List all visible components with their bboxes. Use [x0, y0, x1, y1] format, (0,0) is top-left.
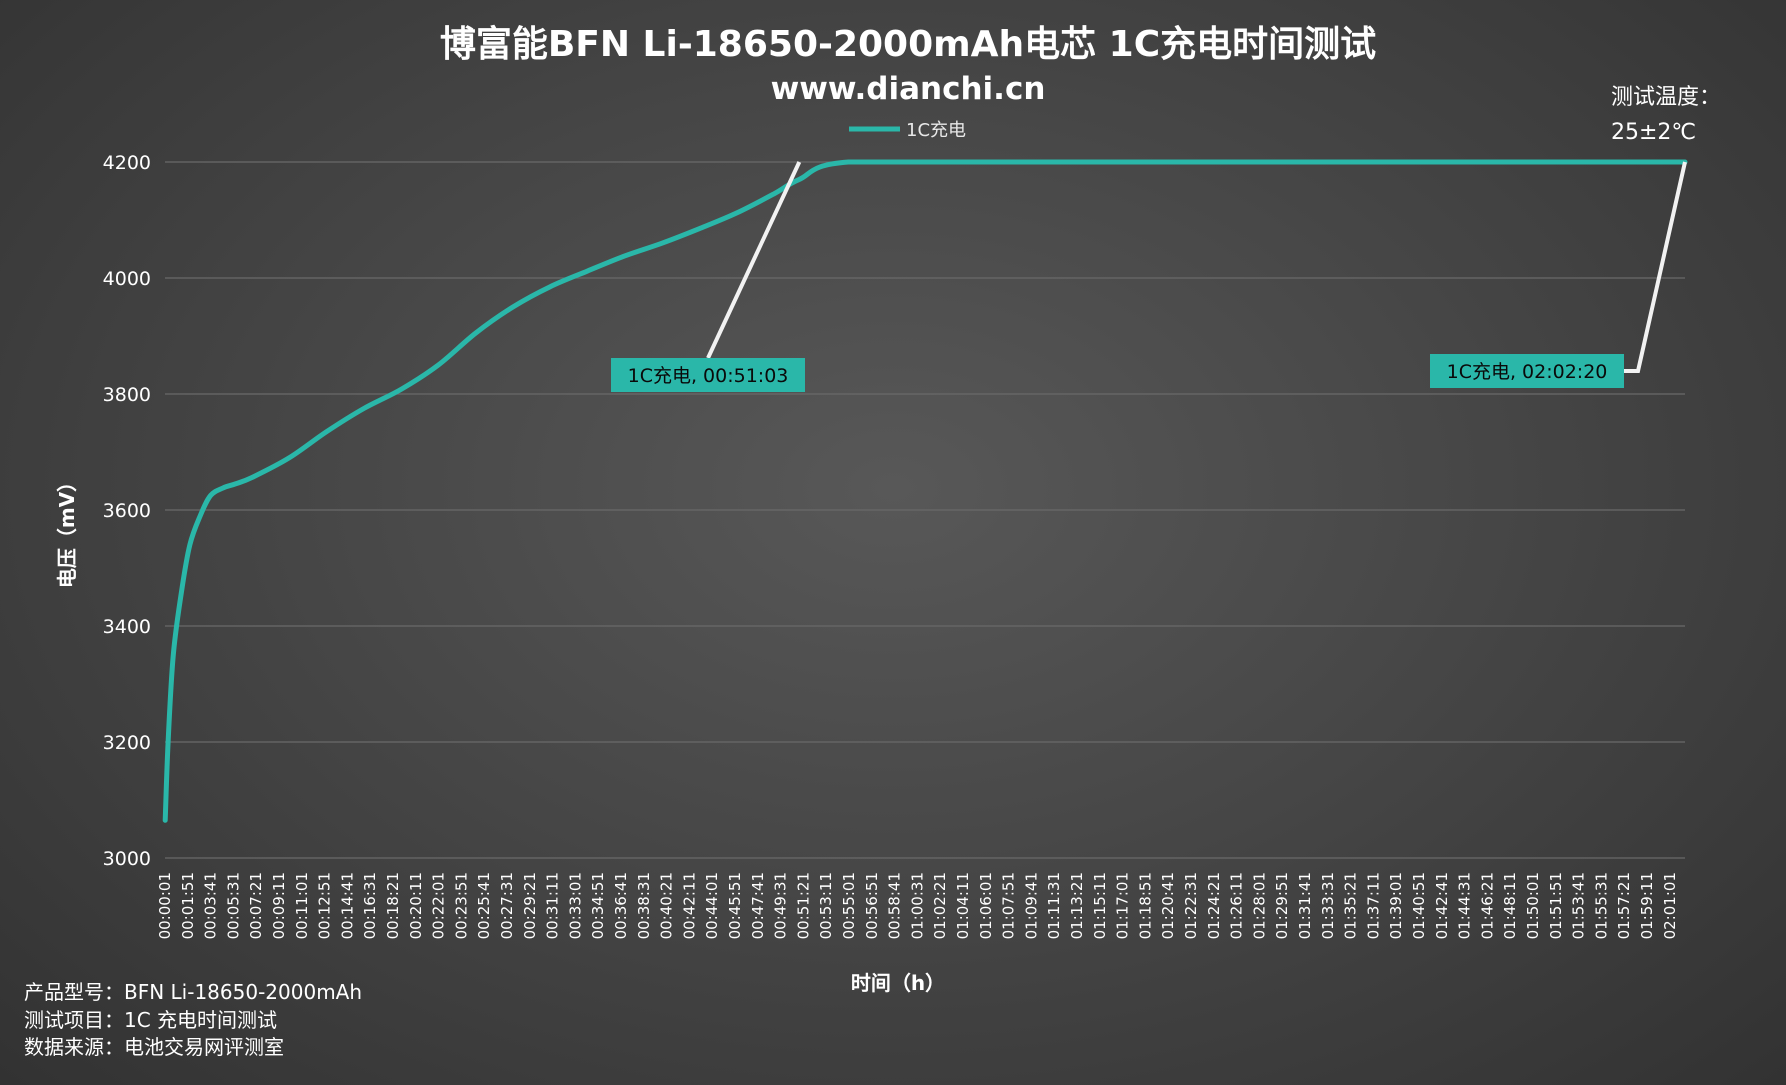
x-tick-label: 01:06:01: [977, 872, 995, 939]
x-tick-label: 01:48:11: [1501, 872, 1519, 939]
x-tick-label: 01:55:31: [1592, 872, 1610, 939]
x-tick-label: 00:38:31: [635, 872, 653, 939]
footer-test-item: 测试项目：1C 充电时间测试: [24, 1008, 277, 1032]
grid-lines: [165, 161, 1685, 859]
y-tick-label: 3400: [103, 616, 151, 638]
footer-source: 数据来源：电池交易网评测室: [24, 1035, 284, 1059]
x-tick-label: 01:22:31: [1182, 872, 1200, 939]
x-tick-label: 00:53:11: [817, 872, 835, 939]
series-line: [162, 159, 1688, 823]
x-tick-label: 01:42:41: [1433, 872, 1451, 939]
x-tick-label: 01:26:11: [1228, 872, 1246, 939]
x-tick-label: 01:37:11: [1364, 872, 1382, 939]
x-tick-label: 01:51:51: [1547, 872, 1565, 939]
y-tick-label: 3800: [103, 384, 151, 406]
y-tick-label: 3000: [103, 848, 151, 870]
x-tick-label: 01:24:21: [1205, 872, 1223, 939]
temperature-label: 测试温度：: [1611, 85, 1721, 110]
legend-label: 1C充电: [906, 120, 966, 141]
x-tick-label: 00:55:01: [840, 872, 858, 939]
annotation-leader: [1624, 161, 1687, 373]
y-tick-label: 3200: [103, 732, 151, 754]
x-tick-label: 00:31:11: [544, 872, 562, 939]
x-tick-label: 00:51:21: [794, 872, 812, 939]
x-tick-label: 00:09:11: [270, 872, 288, 939]
x-tick-label: 01:18:51: [1136, 872, 1154, 939]
x-tick-label: 00:56:51: [863, 872, 881, 939]
x-tick-label: 01:29:51: [1273, 872, 1291, 939]
chart-title: 博富能BFN Li-18650-2000mAh电芯 1C充电时间测试: [440, 23, 1376, 65]
annotation-leader: [706, 161, 802, 359]
x-tick-label: 00:27:31: [498, 872, 516, 939]
x-tick-label: 01:59:11: [1638, 872, 1656, 939]
x-tick-label: 01:11:31: [1045, 872, 1063, 939]
x-tick-label: 01:09:41: [1022, 872, 1040, 939]
x-tick-label: 01:02:21: [931, 872, 949, 939]
x-tick-label: 01:53:41: [1570, 872, 1588, 939]
y-tick-label: 3600: [103, 500, 151, 522]
x-tick-label: 01:07:51: [1000, 872, 1018, 939]
x-tick-label: 01:17:01: [1114, 872, 1132, 939]
x-tick-label: 00:12:51: [316, 872, 334, 939]
x-tick-label: 00:45:51: [726, 872, 744, 939]
y-axis-label: 电压（mV）: [55, 472, 79, 588]
x-tick-label: 00:25:41: [475, 872, 493, 939]
x-tick-label: 00:42:11: [680, 872, 698, 939]
footer-product: 产品型号：BFN Li-18650-2000mAh: [24, 980, 362, 1004]
series-group: [162, 159, 1688, 823]
x-tick-label: 01:13:21: [1068, 872, 1086, 939]
x-tick-label: 00:18:21: [384, 872, 402, 939]
annotations: 1C充电, 00:51:03 1C充电, 02:02:20: [611, 161, 1687, 392]
x-tick-label: 01:57:21: [1615, 872, 1633, 939]
x-tick-label: 01:33:31: [1319, 872, 1337, 939]
annotation-label: 1C充电, 02:02:20: [1447, 361, 1608, 383]
x-tick-label: 01:15:11: [1091, 872, 1109, 939]
y-tick-label: 4000: [103, 268, 151, 290]
x-tick-label: 01:50:01: [1524, 872, 1542, 939]
x-tick-label: 01:00:31: [908, 872, 926, 939]
x-tick-label: 00:03:41: [202, 872, 220, 939]
x-tick-label: 01:28:01: [1250, 872, 1268, 939]
annotation-label: 1C充电, 00:51:03: [628, 365, 789, 387]
x-tick-label: 00:44:01: [703, 872, 721, 939]
x-tick-label: 01:04:11: [954, 872, 972, 939]
x-tick-label: 00:23:51: [452, 872, 470, 939]
x-tick-label: 00:01:51: [179, 872, 197, 939]
temperature-value: 25±2℃: [1611, 120, 1696, 145]
x-tick-label: 00:33:01: [566, 872, 584, 939]
legend: 1C充电: [849, 120, 966, 141]
annotation-box: [611, 358, 805, 392]
x-tick-label: 00:00:01: [156, 872, 174, 939]
x-tick-label: 02:01:01: [1661, 872, 1679, 939]
x-tick-label: 00:29:21: [521, 872, 539, 939]
x-tick-label: 00:05:31: [224, 872, 242, 939]
x-tick-label: 00:11:01: [293, 872, 311, 939]
annotation-box: [1430, 354, 1624, 388]
y-tick-label: 4200: [103, 152, 151, 174]
y-tick-labels: 3000 3200 3400 3600 3800 4000 4200: [103, 152, 151, 870]
x-tick-label: 00:34:51: [589, 872, 607, 939]
chart-subtitle: www.dianchi.cn: [771, 71, 1046, 107]
x-tick-label: 00:14:41: [338, 872, 356, 939]
x-tick-label: 01:20:41: [1159, 872, 1177, 939]
x-tick-label: 00:47:41: [749, 872, 767, 939]
x-tick-label: 00:40:21: [658, 872, 676, 939]
x-tick-label: 00:36:41: [612, 872, 630, 939]
x-tick-labels: 00:00:01 00:01:51 00:03:41 00:05:31 00:07:21…: [156, 872, 1679, 939]
x-tick-label: 00:07:21: [247, 872, 265, 939]
x-tick-label: 01:35:21: [1342, 872, 1360, 939]
x-tick-label: 01:46:21: [1478, 872, 1496, 939]
x-tick-label: 01:44:31: [1456, 872, 1474, 939]
x-tick-label: 01:40:51: [1410, 872, 1428, 939]
x-tick-label: 00:22:01: [430, 872, 448, 939]
x-tick-label: 00:16:31: [361, 872, 379, 939]
x-tick-label: 00:49:31: [772, 872, 790, 939]
x-tick-label: 01:31:41: [1296, 872, 1314, 939]
x-axis-label: 时间（h）: [851, 971, 945, 995]
x-tick-label: 00:20:11: [407, 872, 425, 939]
x-tick-label: 00:58:41: [886, 872, 904, 939]
x-tick-label: 01:39:01: [1387, 872, 1405, 939]
